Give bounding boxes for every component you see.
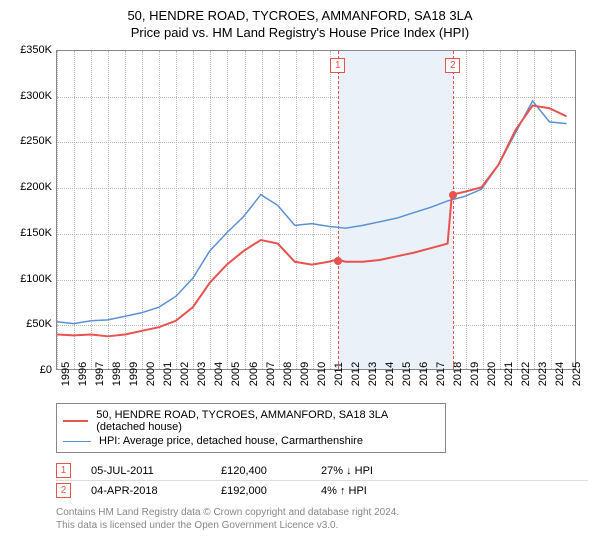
x-tick-label: 2009 [299,362,311,386]
sale-marker-badge: 2 [445,58,460,73]
x-tick-label: 2025 [571,362,583,386]
x-tick-label: 2005 [230,362,242,386]
series-property [57,106,567,337]
chart-area: £0 £50K £100K £150K £200K £250K £300K £350K 1995… [12,46,588,401]
legend-item: 50, HENDRE ROAD, TYCROES, AMMANFORD, SA1… [63,408,439,434]
x-tick-label: 2022 [520,362,532,386]
x-tick-label: 2003 [196,362,208,386]
y-tick-label: £250K [20,135,52,147]
x-tick-label: 2008 [282,362,294,386]
series-hpi [57,101,567,324]
plot-region [56,50,576,370]
footer: Contains HM Land Registry data © Crown c… [56,506,588,532]
footer-line-2: This data is licensed under the Open Gov… [56,519,588,532]
legend-label: 50, HENDRE ROAD, TYCROES, AMMANFORD, SA1… [96,409,439,433]
sale-date: 05-JUL-2011 [91,465,221,477]
x-tick-label: 2013 [367,362,379,386]
x-tick-label: 2021 [503,362,515,386]
legend-item: HPI: Average price, detached house, Carm… [63,434,439,448]
series-lines [57,51,575,369]
x-tick-label: 2018 [452,362,464,386]
x-tick-label: 2015 [401,362,413,386]
title-sub: Price paid vs. HM Land Registry's House … [12,25,588,40]
y-tick-label: £50K [26,318,52,330]
y-tick-label: £0 [40,364,52,376]
sale-row: 1 05-JUL-2011£120,40027% ↓ HPI [56,461,588,481]
x-tick-label: 2014 [384,362,396,386]
x-tick-label: 2016 [418,362,430,386]
legend-swatch [63,441,91,442]
y-tick-label: £100K [20,273,52,285]
sale-row-badge: 1 [56,463,71,478]
x-tick-label: 2007 [265,362,277,386]
title-main: 50, HENDRE ROAD, TYCROES, AMMANFORD, SA1… [12,8,588,23]
x-tick-label: 2012 [350,362,362,386]
y-tick-label: £300K [20,90,52,102]
x-tick-label: 2011 [333,362,345,386]
x-tick-label: 1995 [60,362,72,386]
x-tick-label: 1999 [128,362,140,386]
x-tick-label: 2017 [435,362,447,386]
x-tick-label: 2020 [486,362,498,386]
y-tick-label: £150K [20,227,52,239]
x-tick-label: 2006 [248,362,260,386]
sale-change: 27% ↓ HPI [321,465,421,477]
x-tick-label: 2002 [179,362,191,386]
x-tick-label: 2010 [316,362,328,386]
sale-price: £120,400 [221,465,321,477]
sale-change: 4% ↑ HPI [321,485,421,497]
legend: 50, HENDRE ROAD, TYCROES, AMMANFORD, SA1… [56,403,446,453]
footer-line-1: Contains HM Land Registry data © Crown c… [56,506,588,519]
sale-price: £192,000 [221,485,321,497]
sale-date: 04-APR-2018 [91,485,221,497]
legend-swatch [63,420,88,422]
chart-container: 50, HENDRE ROAD, TYCROES, AMMANFORD, SA1… [0,0,600,560]
x-tick-label: 2023 [537,362,549,386]
legend-label: HPI: Average price, detached house, Carm… [99,435,363,447]
x-tick-label: 2024 [554,362,566,386]
y-tick-label: £200K [20,181,52,193]
x-tick-label: 2001 [162,362,174,386]
x-tick-label: 1997 [94,362,106,386]
y-tick-label: £350K [20,44,52,56]
sale-row-badge: 2 [56,483,71,498]
x-tick-label: 2004 [213,362,225,386]
x-tick-label: 2019 [469,362,481,386]
sale-marker-badge: 1 [330,58,345,73]
x-tick-label: 1998 [111,362,123,386]
sales-table: 1 05-JUL-2011£120,40027% ↓ HPI 2 04-APR-201… [56,461,588,500]
x-tick-label: 2000 [145,362,157,386]
sale-row: 2 04-APR-2018£192,0004% ↑ HPI [56,481,588,500]
x-tick-label: 1996 [77,362,89,386]
title-block: 50, HENDRE ROAD, TYCROES, AMMANFORD, SA1… [12,8,588,40]
